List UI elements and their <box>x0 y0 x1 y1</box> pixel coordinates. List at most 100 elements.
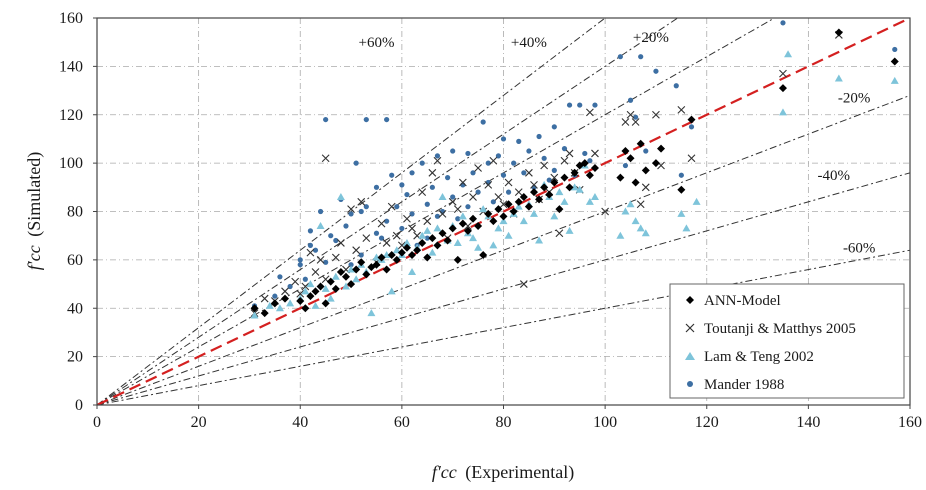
data-point <box>480 119 486 125</box>
data-point <box>566 102 573 108</box>
data-point <box>587 158 593 164</box>
data-point <box>250 304 259 313</box>
legend-marker-cross <box>685 323 695 333</box>
data-point <box>688 124 695 130</box>
data-point <box>311 301 320 309</box>
data-point <box>470 170 476 176</box>
data-point <box>516 138 522 144</box>
data-point <box>489 217 498 226</box>
data-point <box>323 259 329 265</box>
data-point <box>555 229 564 238</box>
data-point <box>323 116 329 123</box>
data-point <box>529 209 538 217</box>
data-point <box>504 231 513 239</box>
data-point <box>423 253 432 262</box>
data-point <box>373 230 380 236</box>
data-point <box>565 149 574 158</box>
data-point <box>677 106 686 114</box>
data-point <box>428 234 437 243</box>
data-point <box>643 148 649 154</box>
data-point <box>321 284 330 292</box>
data-point <box>367 309 376 317</box>
data-point <box>331 284 340 293</box>
data-point <box>641 166 650 175</box>
data-point <box>336 267 345 276</box>
x-axis-ticks: 0 20 40 60 80 100 120 140 160 <box>93 405 922 431</box>
data-point <box>555 205 564 214</box>
data-point <box>570 168 579 177</box>
series-ann-model <box>250 28 899 318</box>
y-axis-title: f′cc (Simulated) <box>24 152 45 270</box>
data-point <box>260 309 269 318</box>
data-point <box>433 156 442 165</box>
data-point <box>499 212 508 221</box>
legend-marker-triangle <box>685 352 695 360</box>
data-point <box>373 184 380 190</box>
data-point <box>626 200 635 208</box>
data-point <box>469 234 478 242</box>
data-point <box>463 226 472 235</box>
data-point <box>540 183 549 192</box>
data-point <box>631 178 640 187</box>
data-point <box>347 205 355 213</box>
data-point <box>585 171 594 180</box>
data-point <box>343 223 349 229</box>
data-point <box>352 265 361 274</box>
data-point <box>357 258 366 267</box>
data-point <box>424 201 430 207</box>
data-point <box>500 136 507 142</box>
data-point <box>347 265 356 273</box>
legend-label-ann-model: ANN-Model <box>704 293 781 309</box>
data-point <box>484 209 493 218</box>
data-point <box>301 282 310 291</box>
data-point <box>550 178 559 187</box>
data-point <box>424 235 430 241</box>
data-point <box>363 116 369 123</box>
y-tick-label: 0 <box>75 397 83 414</box>
data-point <box>601 207 610 216</box>
data-point <box>272 293 278 299</box>
data-point <box>384 218 390 224</box>
data-point <box>363 204 369 210</box>
data-point <box>331 253 340 262</box>
data-point <box>347 280 356 289</box>
data-point <box>402 243 411 252</box>
data-point <box>494 205 503 214</box>
data-point <box>382 251 391 259</box>
data-point <box>358 252 364 258</box>
data-point <box>514 202 523 210</box>
data-point <box>408 267 417 275</box>
data-point <box>546 177 552 183</box>
data-point <box>687 115 696 124</box>
data-point <box>301 304 310 313</box>
data-point <box>535 236 544 244</box>
data-point <box>626 110 635 119</box>
data-point <box>550 212 559 220</box>
x-tick-label: 60 <box>394 414 410 431</box>
data-point <box>291 277 300 286</box>
data-point <box>336 192 345 200</box>
data-point <box>358 208 364 215</box>
data-point <box>621 147 630 156</box>
data-point <box>504 200 513 209</box>
data-point <box>489 241 498 249</box>
data-point <box>474 222 483 231</box>
data-point <box>519 280 528 288</box>
data-point <box>616 173 625 182</box>
data-point <box>448 224 457 233</box>
data-point <box>890 76 899 84</box>
data-point <box>357 197 366 206</box>
data-point <box>652 110 660 119</box>
data-point <box>677 185 686 194</box>
legend-marker-diamond <box>686 296 694 304</box>
data-point <box>678 172 684 178</box>
x-axis-symbol: f′cc <box>432 462 457 482</box>
data-point <box>408 224 416 233</box>
y-tick-label: 40 <box>67 300 83 317</box>
data-point <box>536 133 542 140</box>
data-point <box>372 253 381 261</box>
reference-line <box>97 172 910 405</box>
data-point <box>453 238 462 246</box>
data-point <box>297 262 303 268</box>
